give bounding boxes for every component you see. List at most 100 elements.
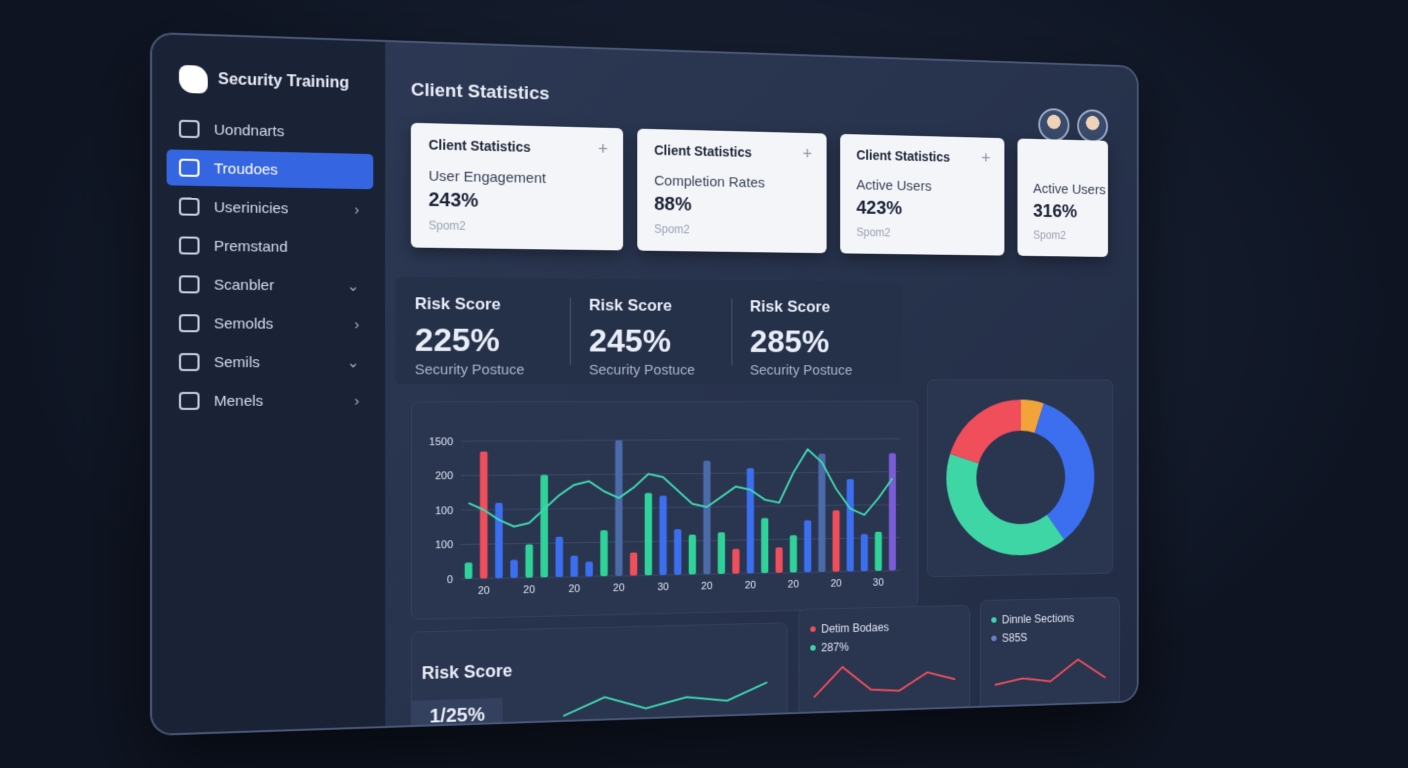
x-tick-label: 20 bbox=[478, 585, 490, 597]
card-title: Client Statistics bbox=[654, 142, 752, 160]
y-tick-label: 100 bbox=[435, 505, 453, 517]
bar bbox=[464, 562, 473, 579]
donut-chart bbox=[928, 380, 1112, 576]
legend-item: S85S bbox=[991, 630, 1074, 645]
bar bbox=[495, 502, 503, 579]
bar bbox=[761, 517, 769, 574]
risk-title: Risk Score bbox=[749, 297, 831, 316]
x-tick-label: 20 bbox=[831, 578, 842, 590]
brand-name: Security Training bbox=[218, 71, 350, 92]
legend-label: Detim Bodaes bbox=[821, 620, 890, 636]
card-label: User Engagement bbox=[428, 167, 546, 187]
y-tick-label: 200 bbox=[435, 471, 453, 483]
nav-label: Premstand bbox=[213, 237, 288, 256]
donut-card bbox=[927, 379, 1113, 577]
card-label: Active Users bbox=[856, 177, 932, 195]
legend-label: 287% bbox=[821, 640, 849, 655]
bar bbox=[703, 460, 711, 575]
x-tick-label: 20 bbox=[788, 579, 799, 591]
x-tick-label: 30 bbox=[657, 581, 668, 593]
bar bbox=[615, 440, 623, 576]
nav-label: Menels bbox=[213, 392, 264, 410]
card-sub: Spom2 bbox=[856, 225, 891, 240]
nav-label: Uondnarts bbox=[213, 121, 285, 140]
nav-item[interactable]: Semolds › bbox=[167, 305, 374, 342]
x-tick-label: 20 bbox=[613, 582, 625, 594]
card-title: Client Statistics bbox=[856, 147, 951, 165]
risk-score: Risk Score 245% Security Postuce bbox=[589, 296, 695, 378]
risk-sub: Security Postuce bbox=[588, 361, 695, 379]
bar bbox=[804, 520, 812, 573]
bar bbox=[846, 479, 854, 572]
bar bbox=[525, 544, 533, 578]
legend: Dinnle Sections S85S bbox=[991, 606, 1074, 645]
sidebar: Security Training Uondnarts Troudoes Use… bbox=[152, 34, 386, 734]
nav-label: Troudoes bbox=[213, 159, 278, 179]
bar bbox=[860, 534, 868, 572]
risk-sub: Security Postuce bbox=[749, 362, 853, 379]
risk-score: Risk Score 285% Security Postuce bbox=[750, 297, 852, 378]
x-tick-label: 30 bbox=[873, 577, 884, 588]
sparkline-line bbox=[814, 664, 955, 698]
legend-item: Dinnle Sections bbox=[991, 612, 1074, 627]
x-tick-label: 20 bbox=[523, 584, 535, 596]
nav-item[interactable]: Menels › bbox=[167, 383, 374, 419]
risk-value: 225% bbox=[414, 321, 500, 359]
risk-title: Risk Score bbox=[588, 295, 672, 315]
risk-score: Risk Score 225% Security Postuce bbox=[415, 294, 525, 378]
avatar[interactable] bbox=[1038, 107, 1070, 142]
legend-label: Dinnle Sections bbox=[1001, 611, 1075, 627]
legend-item: Detim Bodaes bbox=[810, 621, 889, 636]
donut-slice bbox=[1039, 418, 1080, 528]
stat-card[interactable]: Client Statistics + User Engagement 243% … bbox=[410, 122, 624, 251]
bar bbox=[479, 451, 488, 579]
nav-item[interactable]: Scanbler ⌄ bbox=[167, 266, 374, 304]
bar bbox=[674, 529, 682, 575]
card-sub: Spom2 bbox=[654, 222, 690, 237]
nav-item[interactable]: Semils ⌄ bbox=[167, 344, 374, 380]
x-tick-label: 20 bbox=[701, 581, 712, 593]
x-tick-label: 20 bbox=[745, 580, 756, 592]
bar bbox=[555, 536, 564, 578]
x-tick-label: 20 bbox=[568, 583, 580, 595]
nav-item[interactable]: Uondnarts bbox=[167, 110, 374, 151]
stat-card[interactable]: Client Statistics + Active Users 423% Spo… bbox=[840, 133, 1005, 256]
avatar[interactable] bbox=[1077, 109, 1108, 143]
bar bbox=[585, 561, 593, 577]
logo bbox=[178, 64, 208, 94]
bar bbox=[746, 467, 754, 574]
bar bbox=[510, 559, 518, 578]
bar bbox=[644, 492, 653, 576]
card-title: Client Statistics bbox=[428, 136, 531, 155]
bar bbox=[688, 534, 696, 575]
stat-card[interactable]: Active Users 316% Spom2 bbox=[1017, 138, 1108, 257]
risk-title: Risk Score bbox=[414, 294, 501, 314]
bar bbox=[570, 555, 578, 577]
bottom-card: Detim Bodaes 287% bbox=[798, 604, 971, 733]
risk-sub: Security Postuce bbox=[414, 361, 525, 379]
donut-slice bbox=[961, 458, 1055, 541]
dashboard-window: Security Training Uondnarts Troudoes Use… bbox=[150, 32, 1139, 736]
bar-chart-card: 0 100 100 200 1500 20 20 20 20 30 20 20 20 20 30 bbox=[410, 400, 919, 620]
legend-label: S85S bbox=[1001, 631, 1028, 645]
nav-label: Scanbler bbox=[213, 276, 275, 294]
bar bbox=[789, 535, 797, 573]
stat-card[interactable]: Client Statistics + Completion Rates 88% … bbox=[637, 128, 827, 254]
grid-line bbox=[461, 505, 900, 511]
bar bbox=[659, 495, 667, 576]
bar bbox=[888, 453, 896, 571]
nav-label: Semolds bbox=[213, 314, 274, 333]
card-label: Active Users bbox=[1033, 180, 1106, 198]
sparkline-line bbox=[563, 682, 767, 716]
y-tick-label: 1500 bbox=[429, 436, 453, 448]
bar bbox=[629, 552, 638, 576]
bar bbox=[732, 548, 740, 574]
nav-item[interactable]: Premstand bbox=[167, 227, 374, 265]
bar bbox=[540, 474, 549, 578]
nav-item[interactable]: Troudoes bbox=[166, 149, 374, 190]
brand: Security Training bbox=[178, 64, 350, 98]
nav-label: Userinicies bbox=[213, 198, 289, 217]
card-sub: Spom2 bbox=[1033, 228, 1066, 242]
sparkline bbox=[558, 661, 773, 725]
nav-item[interactable]: Userinicies › bbox=[167, 188, 374, 227]
